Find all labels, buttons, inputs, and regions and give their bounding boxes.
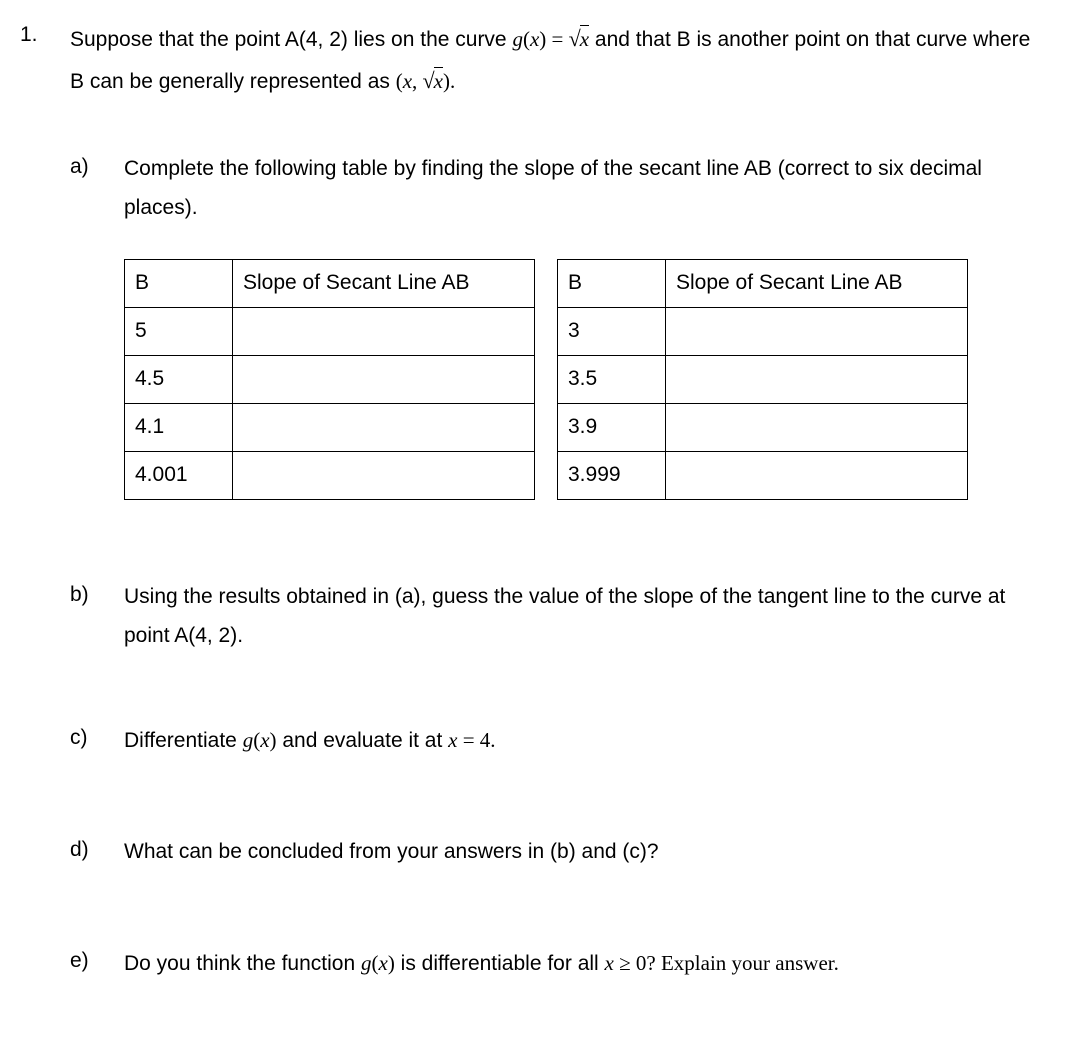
intro-paren-open: ( <box>523 27 530 51</box>
part-c-g: g <box>243 728 254 752</box>
table-cell-slope <box>233 404 535 452</box>
part-d-text: What can be concluded from your answers … <box>124 840 659 863</box>
part-e-g: g <box>361 951 372 975</box>
table-cell-slope <box>233 451 535 499</box>
table-row: 5 <box>125 308 535 356</box>
part-c-paren2: ) <box>270 728 277 752</box>
part-c-body: Differentiate g(x) and evaluate it at x … <box>124 721 1050 761</box>
intro-text-1: Suppose that the point A(4, 2) lies on t… <box>70 28 512 51</box>
table-header-b: B <box>558 260 666 308</box>
table-cell-slope <box>233 356 535 404</box>
table-row: 4.1 <box>125 404 535 452</box>
table-row: 4.5 <box>125 356 535 404</box>
table-cell-slope <box>666 451 968 499</box>
intro-g: g <box>512 27 523 51</box>
part-e-body: Do you think the function g(x) is differ… <box>124 944 1050 984</box>
radicand-x-2: x <box>434 67 443 93</box>
part-c-text-1: Differentiate <box>124 729 243 752</box>
sqrt-expr-2: √x <box>423 60 443 102</box>
table-cell-slope <box>666 404 968 452</box>
radical-icon: √ <box>569 26 581 51</box>
part-d-body: What can be concluded from your answers … <box>124 833 1050 872</box>
table-cell-slope <box>666 308 968 356</box>
table-cell-b: 3.999 <box>558 451 666 499</box>
tables-container: B Slope of Secant Line AB 5 4.5 4.1 <box>124 259 1050 499</box>
part-e-x2: x <box>605 951 614 975</box>
part-b-text: Using the results obtained in (a), guess… <box>124 585 1005 647</box>
question-body: Suppose that the point A(4, 2) lies on t… <box>70 18 1050 984</box>
part-b-body: Using the results obtained in (a), guess… <box>124 578 1050 656</box>
question-intro: Suppose that the point A(4, 2) lies on t… <box>70 18 1050 102</box>
tuple-x: x <box>403 69 412 93</box>
table-row: 3.9 <box>558 404 968 452</box>
radical-icon-2: √ <box>423 68 435 93</box>
tuple-close: ). <box>443 69 455 93</box>
question-1: 1. Suppose that the point A(4, 2) lies o… <box>20 18 1050 984</box>
part-e-paren2: ) <box>388 951 395 975</box>
part-e-x: x <box>378 951 387 975</box>
table-header-b: B <box>125 260 233 308</box>
part-d-label: d) <box>70 833 96 872</box>
table-left: B Slope of Secant Line AB 5 4.5 4.1 <box>124 259 535 499</box>
part-a-label: a) <box>70 150 96 500</box>
table-cell-b: 3.9 <box>558 404 666 452</box>
part-d: d) What can be concluded from your answe… <box>70 833 1050 872</box>
part-b-label: b) <box>70 578 96 656</box>
table-cell-slope <box>666 356 968 404</box>
part-a: a) Complete the following table by findi… <box>70 150 1050 500</box>
part-c-label: c) <box>70 721 96 761</box>
part-c: c) Differentiate g(x) and evaluate it at… <box>70 721 1050 761</box>
part-e-geq: ≥ 0? Explain your answer. <box>614 951 839 975</box>
part-e-label: e) <box>70 944 96 984</box>
table-row: B Slope of Secant Line AB <box>125 260 535 308</box>
table-cell-slope <box>233 308 535 356</box>
table-row: 3.999 <box>558 451 968 499</box>
tuple-open: ( <box>396 69 403 93</box>
tuple-comma: , <box>412 69 423 93</box>
part-a-text: Complete the following table by finding … <box>124 150 1050 228</box>
part-b: b) Using the results obtained in (a), gu… <box>70 578 1050 656</box>
table-header-slope: Slope of Secant Line AB <box>666 260 968 308</box>
table-cell-b: 3.5 <box>558 356 666 404</box>
part-e-text-2: is differentiable for all <box>395 952 605 975</box>
table-cell-b: 5 <box>125 308 233 356</box>
part-c-eq: = 4. <box>457 728 495 752</box>
question-number: 1. <box>20 18 46 984</box>
table-row: B Slope of Secant Line AB <box>558 260 968 308</box>
table-row: 3 <box>558 308 968 356</box>
table-row: 3.5 <box>558 356 968 404</box>
table-cell-b: 4.5 <box>125 356 233 404</box>
table-row: 4.001 <box>125 451 535 499</box>
part-c-x: x <box>260 728 269 752</box>
radicand-x: x <box>580 25 589 51</box>
part-c-text-2: and evaluate it at <box>277 729 449 752</box>
part-e-text-1: Do you think the function <box>124 952 361 975</box>
intro-eq: ) = <box>539 27 568 51</box>
table-cell-b: 4.1 <box>125 404 233 452</box>
table-header-slope: Slope of Secant Line AB <box>233 260 535 308</box>
table-cell-b: 4.001 <box>125 451 233 499</box>
part-e: e) Do you think the function g(x) is dif… <box>70 944 1050 984</box>
table-cell-b: 3 <box>558 308 666 356</box>
part-a-body: Complete the following table by finding … <box>124 150 1050 500</box>
sqrt-expr: √x <box>569 18 589 60</box>
table-right: B Slope of Secant Line AB 3 3.5 3.9 <box>557 259 968 499</box>
intro-x-var: x <box>530 27 539 51</box>
